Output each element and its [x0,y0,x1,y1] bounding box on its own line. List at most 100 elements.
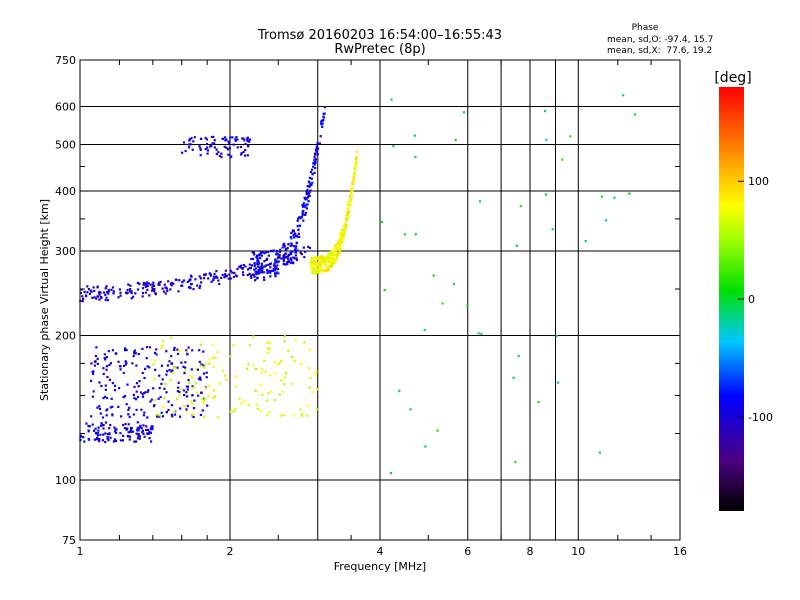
data-point [278,254,281,257]
data-point [347,200,350,204]
data-point [173,367,176,370]
data-point [127,408,130,411]
x-tick-label: 10 [571,545,585,558]
stats-heading: Phase [632,23,659,33]
data-point [150,428,153,431]
data-point [269,390,272,393]
data-point [99,412,102,415]
data-point [218,382,221,385]
data-point [306,188,309,192]
data-point [264,265,267,268]
data-point [105,356,108,359]
data-point [284,372,287,375]
data-point [199,378,202,381]
data-point [148,294,151,297]
data-point [191,385,194,388]
data-point [321,122,324,125]
data-point [137,353,140,356]
data-point [315,147,318,150]
data-point [161,344,164,348]
data-point [221,273,224,276]
data-point [124,423,127,426]
data-point [413,134,416,137]
data-point [314,167,317,170]
data-point [127,283,130,286]
data-point [283,245,286,248]
data-point [192,407,196,410]
data-point [203,397,207,400]
data-point [125,428,128,431]
data-point [188,139,191,142]
data-point [146,390,149,393]
data-point [136,429,139,432]
data-point [167,400,170,403]
data-point [517,355,520,358]
data-point [115,431,118,434]
data-point [312,267,315,270]
data-point [584,239,587,243]
data-point [343,233,346,236]
data-point [165,287,168,290]
data-point [282,263,285,266]
data-point [107,289,110,292]
data-point [247,362,250,365]
data-point [85,295,88,298]
data-point [143,411,146,414]
data-point [159,395,162,399]
data-point [151,286,154,289]
data-point [106,433,109,436]
data-point [115,439,118,442]
data-point [286,247,289,250]
data-point [302,202,305,205]
data-point [164,382,167,385]
data-point [278,362,281,365]
data-point [436,429,439,432]
data-point [318,263,321,266]
data-point [189,278,192,281]
data-point [319,255,323,258]
data-point [390,98,393,101]
data-point [334,250,337,253]
data-point [233,271,236,274]
data-point [170,362,174,365]
data-point [317,262,320,265]
data-point [298,216,301,219]
data-point [308,348,311,351]
data-point [158,386,161,390]
data-point [251,251,254,254]
colorbar: [deg] 100 0 -100 [714,70,773,511]
data-point [128,415,131,418]
data-point [329,263,332,267]
data-point [389,472,393,475]
data-point [101,416,105,419]
data-point [135,398,138,401]
data-point [191,376,194,379]
data-point [230,155,233,158]
data-point [336,251,339,255]
data-point [269,275,272,278]
data-point [267,347,270,350]
data-point [98,405,101,408]
data-point [240,402,243,405]
data-point [179,407,182,410]
data-point [251,273,254,276]
data-point [310,261,313,264]
data-point [136,395,140,399]
data-point [354,163,357,166]
data-point [228,142,231,145]
data-point [202,415,206,419]
data-point [304,212,307,215]
data-point [135,408,138,411]
data-point [355,150,359,153]
data-point [153,288,156,291]
data-point [285,261,289,264]
data-point [313,270,316,273]
data-point [315,149,318,152]
data-point [86,285,89,288]
data-point [154,291,157,295]
data-point [319,135,322,138]
data-point [111,414,114,417]
data-point [141,393,144,396]
data-point [185,385,188,388]
data-point [341,240,344,244]
